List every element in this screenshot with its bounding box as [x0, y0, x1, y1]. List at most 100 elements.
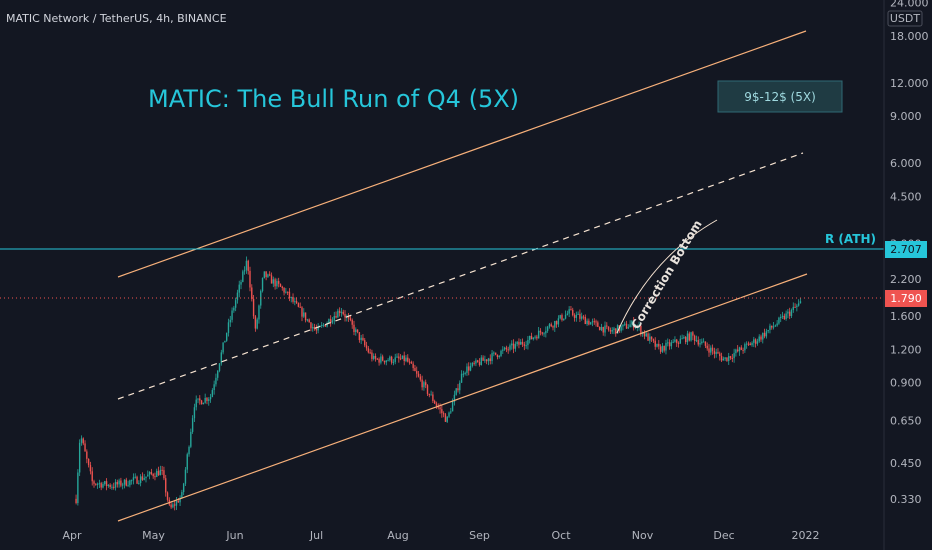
- candle-up: [328, 319, 330, 323]
- candle-up: [193, 407, 196, 419]
- candle-down: [676, 339, 678, 343]
- candle-up: [104, 481, 106, 485]
- candle-up: [493, 352, 495, 354]
- candle-up: [769, 325, 771, 330]
- candle-down: [270, 275, 273, 284]
- candle-up: [258, 305, 260, 320]
- candle-down: [677, 342, 680, 344]
- candle-down: [647, 333, 649, 341]
- candle-up: [321, 324, 323, 326]
- candle-up: [520, 341, 522, 345]
- candle-up: [600, 326, 603, 331]
- candle-down: [708, 348, 710, 353]
- candle-up: [121, 484, 124, 486]
- candle-down: [403, 355, 405, 362]
- candle-down: [408, 361, 411, 363]
- candle-down: [425, 382, 427, 386]
- candle-up: [211, 390, 214, 397]
- candle-down: [91, 471, 93, 482]
- candle-down: [166, 492, 169, 500]
- candle-up: [392, 361, 395, 363]
- time-tick-label: Dec: [713, 529, 734, 542]
- candle-up: [744, 344, 746, 351]
- candle-up: [387, 360, 389, 362]
- candle-down: [120, 480, 122, 486]
- candle-down: [308, 319, 310, 323]
- candle-down: [170, 504, 172, 508]
- candle-down: [364, 340, 366, 346]
- candle-up: [627, 327, 630, 329]
- candle-down: [281, 286, 283, 289]
- channel-upper-line[interactable]: [117, 30, 807, 278]
- candle-up: [322, 324, 325, 326]
- candle-up: [134, 476, 136, 478]
- candle-down: [329, 319, 332, 323]
- candle-up: [509, 345, 511, 350]
- candle-down: [697, 340, 699, 345]
- channel-mid-dashed-line[interactable]: [117, 152, 804, 400]
- candle-down: [726, 357, 728, 362]
- candle-up: [138, 483, 140, 485]
- candle-up: [261, 277, 264, 292]
- candle-up: [498, 355, 500, 357]
- time-tick-label: Jun: [225, 529, 243, 542]
- candle-up: [616, 325, 619, 334]
- candle-up: [767, 329, 769, 332]
- candle-up: [591, 321, 594, 323]
- candle-down: [251, 287, 253, 299]
- candle-down: [442, 413, 445, 415]
- candle-up: [699, 343, 701, 345]
- candle-down: [199, 398, 201, 401]
- candle-up: [111, 486, 113, 488]
- time-axis[interactable]: Apr May Jun Jul Aug Sep Oct Nov Dec 2022: [62, 529, 819, 542]
- candle-down: [794, 306, 796, 308]
- candle-down: [530, 335, 533, 340]
- candle-up: [634, 326, 637, 328]
- candle-up: [471, 362, 474, 366]
- candle-down: [152, 474, 154, 477]
- candle-up: [797, 303, 800, 306]
- candle-up: [690, 332, 692, 341]
- candle-up: [118, 480, 120, 485]
- candle-down: [658, 343, 660, 347]
- candle-down: [362, 337, 364, 341]
- candle-down: [84, 443, 86, 452]
- candle-down: [82, 438, 84, 444]
- candle-up: [563, 318, 565, 321]
- candle-down: [324, 324, 327, 327]
- candle-down: [512, 343, 515, 349]
- channel-lower-line[interactable]: [117, 273, 808, 522]
- candle-up: [179, 497, 181, 503]
- candle-down: [407, 357, 409, 362]
- candle-up: [686, 333, 689, 343]
- candle-up: [733, 353, 735, 359]
- candle-up: [568, 309, 570, 314]
- time-tick-label: May: [142, 529, 165, 542]
- candle-up: [209, 396, 212, 400]
- candle-down: [771, 325, 773, 328]
- candle-up: [423, 382, 425, 388]
- target-box[interactable]: [717, 80, 843, 113]
- candle-up: [545, 330, 547, 334]
- candle-up: [98, 483, 101, 485]
- time-tick-label: Aug: [387, 529, 408, 542]
- candle-up: [451, 401, 454, 412]
- candle-up: [577, 313, 579, 315]
- candle-up: [224, 340, 226, 343]
- candle-up: [217, 370, 219, 378]
- candle-up: [360, 337, 362, 341]
- candle-down: [536, 336, 538, 339]
- candle-down: [95, 483, 97, 485]
- candle-down: [717, 352, 719, 354]
- candle-down: [570, 309, 572, 311]
- candle-down: [693, 335, 696, 341]
- candle-down: [374, 355, 377, 359]
- candle-up: [466, 366, 468, 373]
- price-tick-label: 0.330: [890, 493, 922, 506]
- correction-curve[interactable]: [616, 219, 718, 334]
- candle-down: [295, 301, 298, 304]
- candle-down: [736, 349, 739, 352]
- candle-down: [177, 500, 179, 503]
- candle-up: [139, 476, 142, 484]
- candle-up: [702, 341, 705, 343]
